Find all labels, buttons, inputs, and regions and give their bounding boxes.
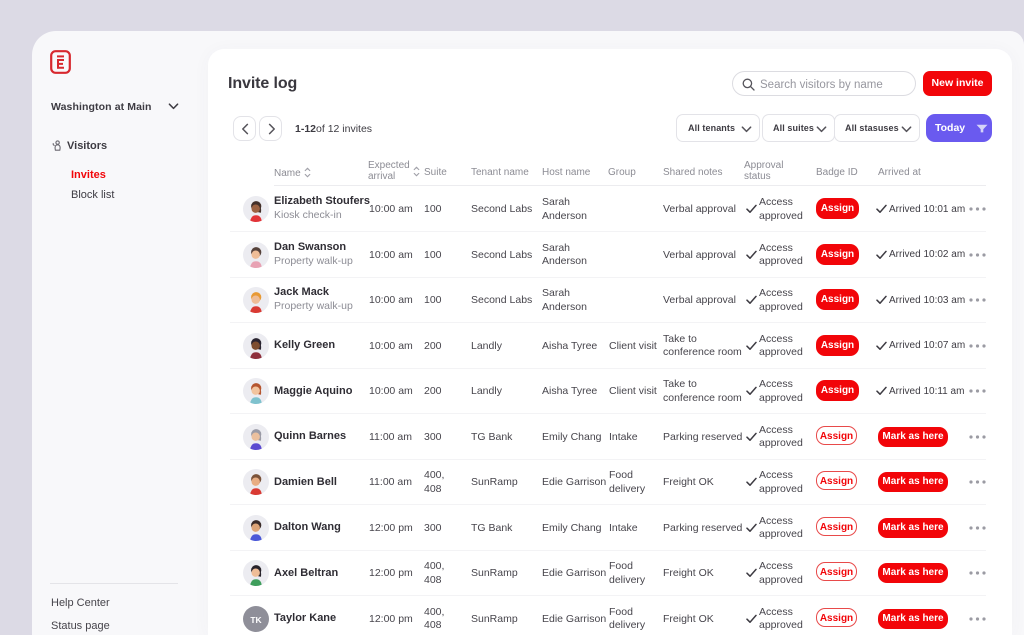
svg-text:TK: TK <box>250 615 262 625</box>
